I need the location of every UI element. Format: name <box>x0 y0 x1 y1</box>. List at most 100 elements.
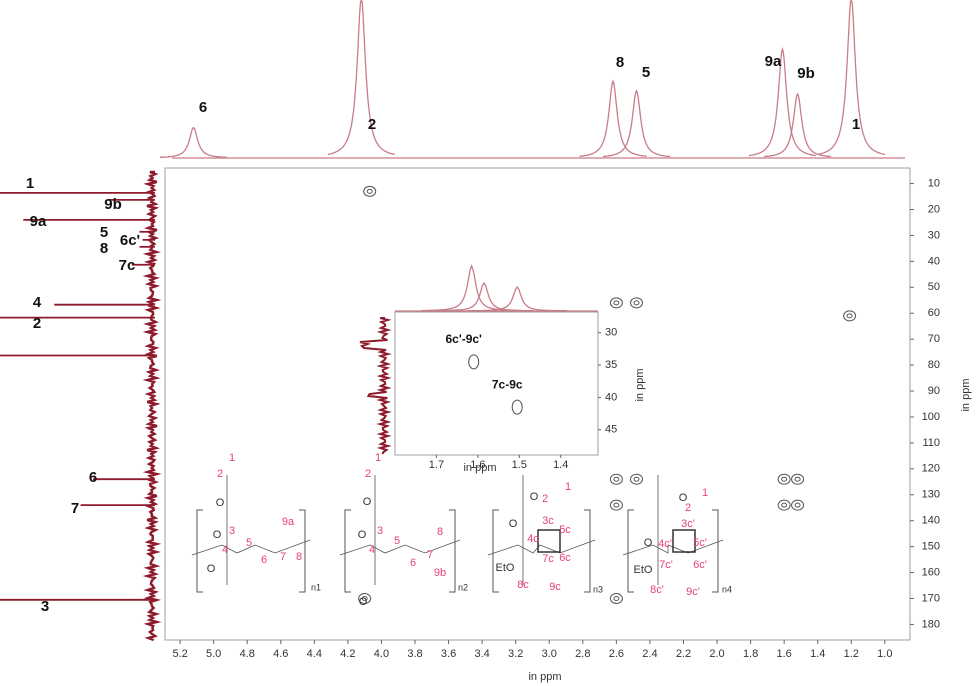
y-tick-label: 90 <box>928 385 940 397</box>
cross-peak <box>609 473 623 485</box>
atom-label: 6c' <box>693 559 707 571</box>
x-tick-label: 1.4 <box>810 648 825 660</box>
inset-y-tick-label: 45 <box>605 424 617 436</box>
atom: O <box>359 596 368 608</box>
proton-peak-label: 6 <box>199 99 207 116</box>
bond <box>487 475 596 585</box>
atom-label: 4c <box>527 533 539 545</box>
y-tick-label: 100 <box>922 411 940 423</box>
cross-peak <box>777 499 791 511</box>
carbon-peak-label: 4 <box>33 294 42 311</box>
inset-cross-peak <box>468 354 480 370</box>
y-tick-label: 40 <box>928 255 940 267</box>
cross-peak <box>609 499 623 511</box>
cross-peak-core <box>361 596 368 602</box>
inset-x-tick-label: 1.7 <box>429 459 444 471</box>
atom-label: 8 <box>296 551 302 563</box>
inset-peak <box>434 281 534 312</box>
inset-frame <box>394 311 599 456</box>
atom: O <box>363 496 372 508</box>
x-tick-label: 3.8 <box>407 648 422 660</box>
cross-peak <box>791 473 805 485</box>
atom-label: 8c <box>517 579 529 591</box>
atom-label: 1 <box>229 452 235 464</box>
plot-frame <box>164 167 911 641</box>
proton-peak <box>763 92 832 158</box>
atom: O <box>679 492 688 504</box>
carbon-peak-label: 3 <box>41 598 49 615</box>
atom-label: 8c' <box>650 584 664 596</box>
x-tick-label: 2.8 <box>575 648 590 660</box>
cross-peak-core <box>781 502 788 508</box>
proton-peak <box>817 0 885 156</box>
atom-label: 1 <box>375 452 381 464</box>
x-tick-label: 4.0 <box>374 648 389 660</box>
carbon-peak-label: 1 <box>26 175 34 192</box>
atom-label: 4 <box>369 544 375 556</box>
bond <box>191 475 311 585</box>
x-tick-label: 3.2 <box>508 648 523 660</box>
atom-label: 3c' <box>681 518 695 530</box>
atom-label: 5 <box>246 537 252 549</box>
carbon-peak-label: 9b <box>104 196 122 213</box>
proton-peak-label: 9b <box>797 65 815 82</box>
atom-label: 9c' <box>686 586 700 598</box>
x-tick-label: 2.0 <box>709 648 724 660</box>
atom-label: 5 <box>394 535 400 547</box>
y-tick-label: 80 <box>928 359 940 371</box>
proton-peak-label: 9a <box>765 53 782 70</box>
carbon-peak-label: 6 <box>89 469 97 486</box>
atom-label: 2 <box>217 468 223 480</box>
atom: O <box>509 518 518 530</box>
atom-label: 4c' <box>658 538 672 550</box>
cross-peak <box>791 499 805 511</box>
proton-peak <box>579 79 647 157</box>
proton-peak <box>748 46 817 157</box>
atom-label: 9b <box>434 567 446 579</box>
bond <box>622 475 724 585</box>
x-tick-label: 4.4 <box>307 648 322 660</box>
atom: O <box>207 563 216 575</box>
x-tick-label: 2.6 <box>609 648 624 660</box>
proton-peak <box>602 89 671 158</box>
carbon-peak-label: 8 <box>100 240 108 257</box>
x-tick-label: 3.4 <box>474 648 489 660</box>
inset-cross-peak <box>511 399 523 415</box>
atom-label: 5c' <box>693 537 707 549</box>
atom: O <box>644 537 653 549</box>
x-tick-label: 1.0 <box>877 648 892 660</box>
x-tick-label: 3.0 <box>542 648 557 660</box>
cross-peak-core <box>794 502 801 508</box>
bracket <box>196 509 306 593</box>
y-tick-label: 180 <box>922 618 940 630</box>
ring <box>537 529 561 553</box>
atom-label: 2 <box>685 502 691 514</box>
carbon-peak-label: 5 <box>100 224 108 241</box>
atom-label: 2 <box>542 493 548 505</box>
x-axis-label: in ppm <box>528 671 561 683</box>
atom-label: 6 <box>261 554 267 566</box>
x-tick-label: 1.2 <box>844 648 859 660</box>
cross-peak-core <box>613 596 620 602</box>
cross-peak <box>629 473 643 485</box>
y-tick-label: 10 <box>928 177 940 189</box>
atom-label: 8 <box>437 526 443 538</box>
bracket <box>627 509 719 593</box>
carbon-peak-label: 7c <box>119 257 136 274</box>
atom: EtO <box>634 564 653 576</box>
inset-y-tick-label: 35 <box>605 359 617 371</box>
atom-label: 6c <box>559 552 571 564</box>
cross-peak <box>609 593 623 605</box>
atom-label: 5c <box>559 524 571 536</box>
y-tick-label: 150 <box>922 541 940 553</box>
carbon-peak-label: 2 <box>33 315 41 332</box>
carbon-peak-label: 7 <box>71 500 79 517</box>
y-tick-label: 160 <box>922 566 940 578</box>
inset-y-label: in ppm <box>634 368 646 401</box>
cross-peak-core <box>633 300 640 306</box>
cross-peak-core <box>613 476 620 482</box>
cross-peak-core <box>794 476 801 482</box>
atom-label: 4 <box>222 544 228 556</box>
cross-peak <box>777 473 791 485</box>
x-tick-label: 1.8 <box>743 648 758 660</box>
